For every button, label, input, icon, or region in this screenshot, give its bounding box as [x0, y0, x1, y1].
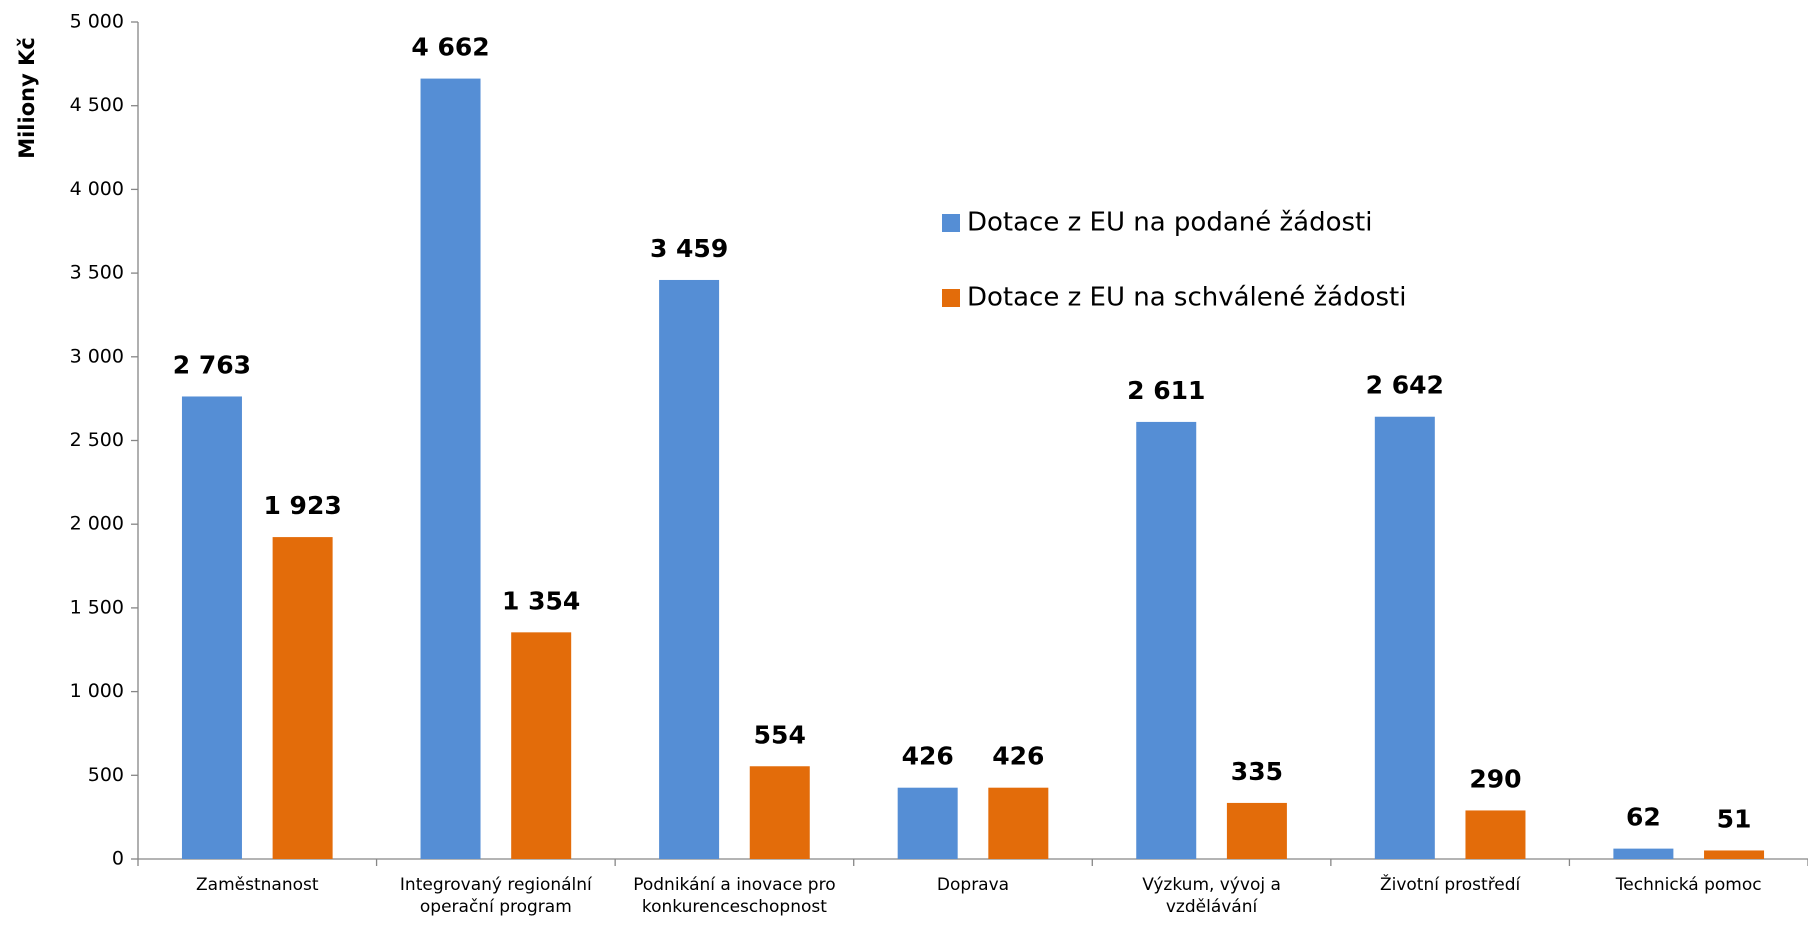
value-label: 51	[1717, 804, 1752, 833]
value-label: 426	[992, 742, 1044, 771]
value-label: 290	[1469, 764, 1521, 793]
bar	[988, 787, 1049, 859]
y-tick-label: 2 000	[70, 513, 124, 535]
y-tick-label: 2 500	[70, 429, 124, 451]
value-label: 2 763	[173, 350, 251, 379]
y-tick-label: 1 500	[70, 596, 124, 618]
value-label: 4 662	[411, 33, 489, 62]
value-label: 335	[1231, 757, 1283, 786]
value-label: 2 642	[1366, 371, 1444, 400]
bar	[1226, 802, 1287, 859]
bar	[897, 787, 958, 859]
y-tick-label: 1 000	[70, 680, 124, 702]
y-tick-label: 3 500	[70, 262, 124, 284]
value-label: 2 611	[1127, 376, 1205, 405]
bar	[1374, 416, 1435, 859]
bar	[1704, 850, 1765, 859]
x-tick-label: Výzkum, vývoj a vzdělávání	[1142, 875, 1281, 917]
y-tick-label: 3 000	[70, 345, 124, 367]
bar	[1613, 848, 1674, 859]
bar	[1136, 421, 1197, 859]
y-tick-label: 4 000	[70, 178, 124, 200]
bar	[420, 78, 481, 860]
value-label: 554	[754, 720, 806, 749]
bar	[749, 766, 810, 859]
y-tick-label: 0	[112, 848, 124, 870]
x-tick-label: Technická pomoc	[1615, 875, 1762, 895]
x-tick-label: Životní prostředí	[1379, 875, 1521, 895]
bar	[511, 632, 572, 859]
x-tick-label: Integrovaný regionální operační program	[399, 875, 592, 917]
legend-label: Dotace z EU na podané žádosti	[967, 208, 1372, 238]
value-label: 62	[1626, 803, 1661, 832]
value-label: 1 923	[263, 491, 341, 520]
x-tick-label: Zaměstnanost	[196, 875, 319, 895]
y-tick-label: 4 500	[70, 94, 124, 116]
value-label: 3 459	[650, 234, 728, 263]
y-tick-label: 5 000	[70, 11, 124, 33]
x-tick-label: Doprava	[936, 875, 1010, 895]
x-tick-label: Podnikání a inovace pro konkurenceschopn…	[633, 875, 836, 917]
bar	[1465, 810, 1526, 859]
legend-label: Dotace z EU na schválené žádosti	[967, 283, 1406, 313]
legend-swatch	[942, 289, 960, 307]
y-tick-label: 500	[88, 764, 124, 786]
bar	[181, 396, 242, 859]
legend-swatch	[942, 214, 960, 232]
bar	[272, 537, 333, 859]
value-label: 426	[902, 742, 954, 771]
y-axis-title: Miliony Kč	[15, 37, 39, 159]
value-label: 1 354	[502, 586, 580, 615]
bar	[659, 279, 720, 860]
